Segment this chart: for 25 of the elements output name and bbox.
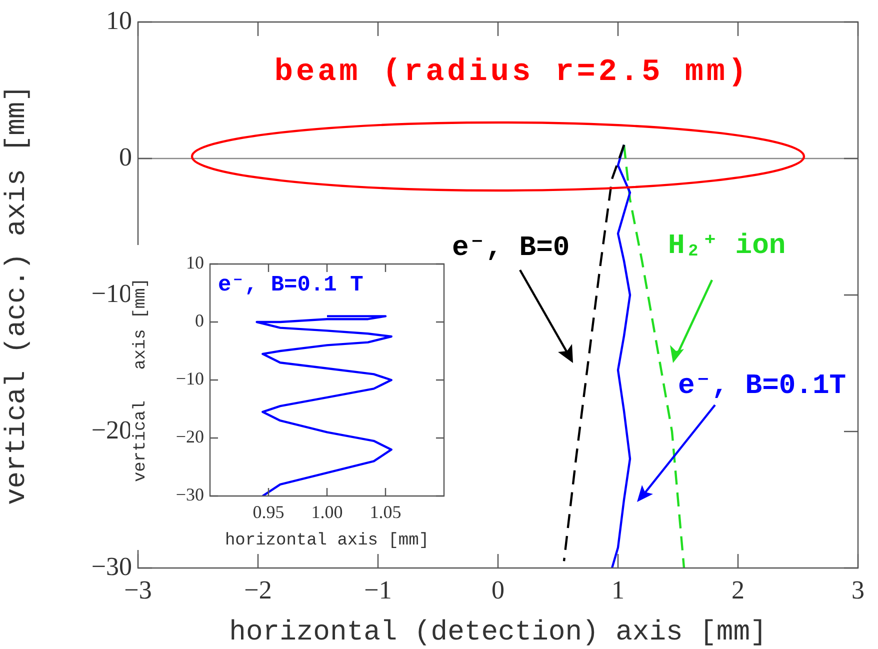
- x-tick-label: 3: [852, 576, 864, 605]
- annotation: H₂⁺ ion: [668, 231, 786, 262]
- x-axis-title: horizontal (detection) axis [mm]: [229, 618, 767, 649]
- x-tick-label: 0.95: [252, 502, 284, 522]
- series-label: e⁻, B=0.1 T: [218, 272, 364, 298]
- y-axis-title: vertical (acc.) axis [mm]: [2, 84, 34, 506]
- annotation: e⁻, B=0: [452, 233, 570, 264]
- x-tick-label: 1.05: [370, 502, 402, 522]
- x-tick-label: 1: [612, 576, 624, 605]
- y-axis-title: vertical axis [mm]: [132, 278, 151, 482]
- x-axis-title: horizontal axis [mm]: [224, 531, 430, 550]
- annotation: e⁻, B=0.1T: [678, 371, 846, 402]
- x-tick-label: −2: [244, 576, 272, 605]
- y-tick-label: −10: [176, 368, 204, 389]
- y-tick-label: 0: [119, 142, 132, 172]
- annotation: beam (radius r=2.5 mm): [274, 54, 750, 90]
- y-tick-label: 0: [195, 310, 204, 331]
- y-tick-label: 10: [106, 6, 132, 35]
- x-tick-label: −1: [364, 576, 392, 605]
- y-tick-label: 10: [186, 252, 204, 273]
- y-tick-label: −20: [176, 426, 204, 447]
- x-tick-label: 2: [732, 576, 744, 605]
- x-tick-label: 1.00: [311, 502, 343, 522]
- y-tick-label: −30: [176, 484, 204, 505]
- x-tick-label: 0: [492, 576, 504, 605]
